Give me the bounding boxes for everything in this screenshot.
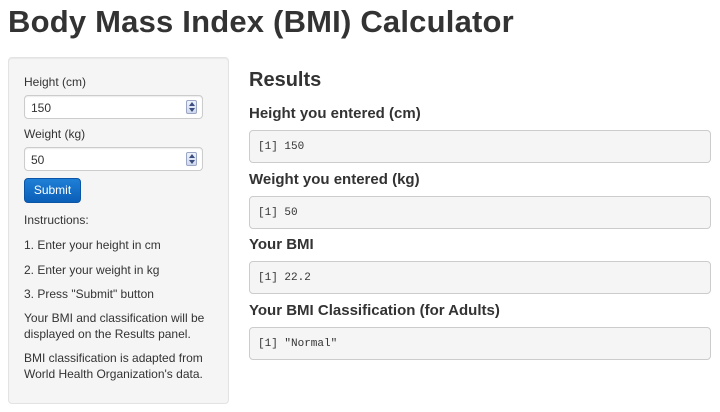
bmi-result-output: [1] 22.2	[249, 261, 711, 294]
classification-result-title: Your BMI Classification (for Adults)	[249, 302, 500, 319]
results-note: Your BMI and classification will be disp…	[24, 311, 205, 341]
who-note: BMI classification is adapted from World…	[24, 351, 203, 381]
input-sidebar: Height (cm) 150 Weight (kg) 50 Submit In…	[8, 57, 229, 404]
instruction-step-1: 1. Enter your height in cm	[24, 238, 161, 252]
instruction-step-2: 2. Enter your weight in kg	[24, 263, 160, 277]
weight-result-title: Weight you entered (kg)	[249, 171, 420, 188]
instruction-step-3: 3. Press "Submit" button	[24, 287, 154, 301]
weight-input[interactable]: 50	[24, 147, 203, 171]
page-title: Body Mass Index (BMI) Calculator	[8, 4, 514, 39]
weight-input-value: 50	[31, 153, 45, 167]
instructions-heading: Instructions:	[24, 213, 89, 227]
height-result-output: [1] 150	[249, 130, 711, 163]
bmi-result-title: Your BMI	[249, 236, 314, 253]
height-input[interactable]: 150	[24, 95, 203, 119]
weight-label: Weight (kg)	[24, 127, 86, 141]
height-result-title: Height you entered (cm)	[249, 105, 421, 122]
height-spinner-icon[interactable]	[186, 100, 197, 114]
weight-result-output: [1] 50	[249, 196, 711, 229]
classification-result-output: [1] "Normal"	[249, 327, 711, 360]
submit-button[interactable]: Submit	[24, 178, 81, 203]
height-input-value: 150	[31, 101, 52, 115]
height-label: Height (cm)	[24, 75, 87, 89]
weight-spinner-icon[interactable]	[186, 152, 197, 166]
results-heading: Results	[249, 69, 322, 91]
